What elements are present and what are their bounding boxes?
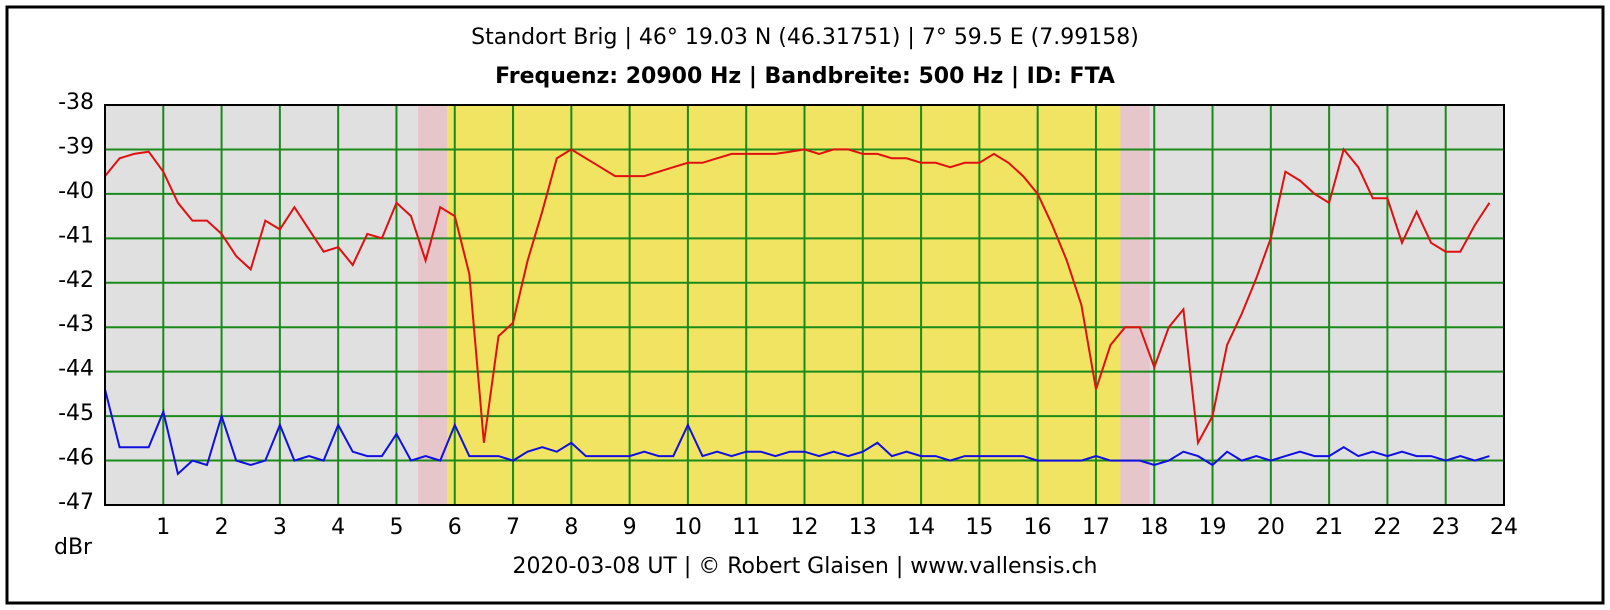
plot-border [104,104,1505,506]
y-tick-label: -44 [58,357,94,382]
x-tick-label: 2 [215,515,229,540]
band [447,105,1121,505]
x-tick-label: 16 [1024,515,1052,540]
y-tick-label: -45 [58,401,94,426]
x-tick-label: 8 [564,515,578,540]
x-tick-label: 9 [623,515,637,540]
x-tick-label: 10 [674,515,702,540]
x-tick-label: 21 [1315,515,1343,540]
band [1120,105,1150,505]
series-line [104,389,1490,476]
x-tick-label: 24 [1490,515,1518,540]
y-tick-label: -47 [58,490,94,515]
x-tick-label: 19 [1199,515,1227,540]
x-tick-label: 6 [448,515,462,540]
x-tick-label: 17 [1082,515,1110,540]
x-tick-label: 22 [1373,515,1401,540]
x-tick-label: 20 [1257,515,1285,540]
y-tick-label: -38 [58,90,94,115]
x-tick-label: 7 [506,515,520,540]
x-tick-label: 15 [965,515,993,540]
y-tick-label: -39 [58,134,94,159]
footer: 2020-03-08 UT | © Robert Glaisen | www.v… [512,554,1097,579]
y-tick-label: -40 [58,179,94,204]
x-tick-label: 5 [389,515,403,540]
band [418,105,448,505]
x-tick-label: 4 [331,515,345,540]
y-tick-label: -41 [58,223,94,248]
x-tick-label: 13 [849,515,877,540]
x-tick-label: 14 [907,515,935,540]
y-tick-label: -42 [58,268,94,293]
x-tick-label: 18 [1140,515,1168,540]
x-tick-label: 1 [156,515,170,540]
x-tick-label: 3 [273,515,287,540]
x-tick-label: 12 [791,515,819,540]
chart-subtitle: Frequenz: 20900 Hz | Bandbreite: 500 Hz … [495,64,1115,89]
x-tick-label: 11 [732,515,760,540]
y-axis-label: dBr [54,535,93,560]
series-line [104,147,1491,447]
y-tick-label: -46 [58,446,94,471]
x-tick-label: 23 [1432,515,1460,540]
chart-title: Standort Brig | 46° 19.03 N (46.31751) |… [471,25,1139,50]
y-tick-label: -43 [58,312,94,337]
